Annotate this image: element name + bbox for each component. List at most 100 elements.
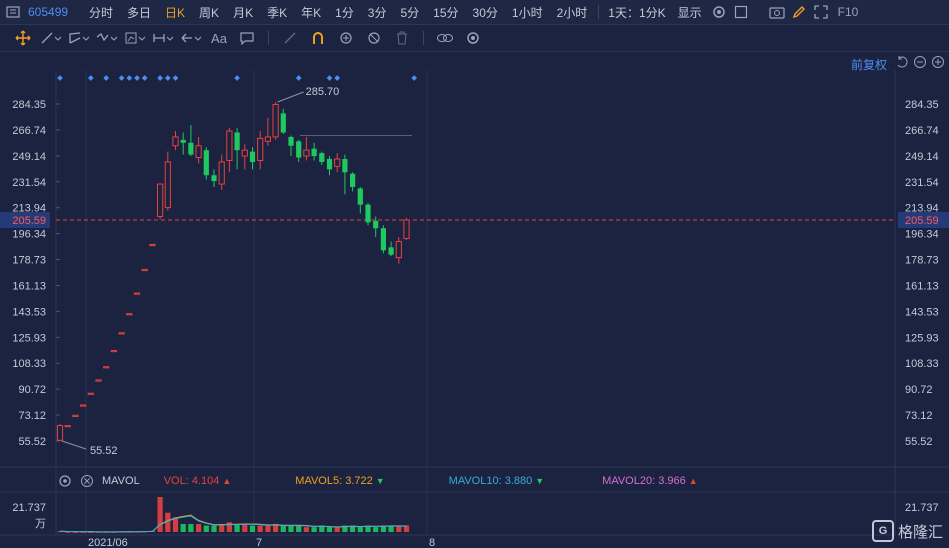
volume-bar — [196, 523, 202, 532]
volume-bar — [172, 517, 179, 532]
period-tab-9[interactable]: 5分 — [400, 5, 420, 20]
period-tab-5[interactable]: 季K — [267, 5, 288, 20]
volume-bar — [219, 523, 225, 532]
hide-draw-icon[interactable] — [363, 28, 385, 48]
volume-bar — [72, 531, 78, 533]
wave-tool-icon[interactable] — [96, 28, 118, 48]
event-marker — [157, 75, 163, 81]
event-marker — [87, 75, 94, 81]
display-dropdown[interactable]: 显示 — [677, 5, 702, 20]
low-price-label: 55.52 — [90, 445, 118, 457]
period-tab-7[interactable]: 1分 — [335, 5, 354, 20]
candle-body — [180, 139, 186, 143]
event-marker — [295, 75, 302, 81]
event-marker — [411, 75, 418, 81]
candle-body — [388, 247, 394, 255]
price-label-right: 249.14 — [905, 151, 939, 163]
candle-body — [95, 379, 102, 382]
volume-bar — [226, 522, 232, 532]
period-tab-6[interactable]: 年K — [301, 5, 322, 20]
volume-bar — [342, 525, 348, 532]
multi-period-dropdown[interactable]: 1天：1分K — [608, 5, 666, 20]
comment-icon[interactable] — [236, 28, 258, 48]
range-tool-icon[interactable] — [152, 28, 174, 48]
candle-body — [249, 151, 256, 162]
period-tab-2[interactable]: 日K — [165, 5, 186, 20]
volume-bar — [403, 525, 410, 532]
draw-pen-icon[interactable] — [789, 2, 809, 22]
period-tab-4[interactable]: 月K — [233, 5, 254, 20]
event-marker — [126, 75, 133, 81]
price-label-left: 143.53 — [12, 306, 46, 318]
drawing-toolbar: Aa — [0, 25, 949, 52]
volume-bar — [380, 525, 386, 532]
price-label-right: 55.52 — [905, 436, 933, 448]
adjust-dropdown[interactable]: 前复权 — [850, 58, 887, 72]
arrow-tool-icon[interactable] — [180, 28, 202, 48]
camera-icon[interactable] — [767, 2, 787, 22]
candle-body — [133, 292, 141, 295]
candle-body — [103, 366, 110, 369]
time-axis-label: 8 — [429, 537, 435, 548]
volume-axis-max-right: 21.737 — [905, 502, 939, 514]
draw-settings-icon[interactable] — [462, 28, 484, 48]
volume-bar — [334, 527, 340, 532]
indicator-name[interactable]: MAVOL — [102, 475, 140, 487]
volume-bar — [273, 523, 279, 532]
gelonghui-logo-icon: G — [871, 520, 894, 542]
price-label-right: 284.35 — [905, 99, 939, 111]
candle-body — [149, 243, 156, 247]
candle-body — [141, 268, 148, 272]
event-marker — [57, 75, 63, 81]
volume-bar — [234, 523, 240, 532]
volume-bar — [57, 531, 63, 533]
channel-tool-icon[interactable] — [68, 28, 90, 48]
zoom-out-icon[interactable] — [913, 55, 927, 69]
mavol5-value: MAVOL5: 3.722 — [295, 475, 373, 487]
period-tab-12[interactable]: 1小时 — [511, 5, 543, 20]
period-tab-0[interactable]: 分时 — [89, 5, 114, 20]
price-label-right: 196.34 — [905, 229, 939, 241]
period-tab-13[interactable]: 2小时 — [556, 5, 588, 20]
period-tab-11[interactable]: 30分 — [472, 5, 498, 20]
low-leader-line — [61, 440, 87, 450]
event-marker — [234, 75, 240, 81]
period-tab-1[interactable]: 多日 — [127, 5, 152, 20]
separator — [423, 31, 424, 45]
layout-checkbox-icon[interactable] — [731, 2, 751, 22]
link-icon[interactable] — [434, 28, 456, 48]
settings-icon[interactable] — [709, 2, 729, 22]
trash-icon[interactable] — [391, 28, 413, 48]
volume-bar — [103, 531, 109, 533]
text-tool[interactable]: Aa — [211, 30, 227, 46]
price-label-right: 213.94 — [905, 203, 939, 215]
high-leader-line — [277, 91, 304, 103]
undo-icon[interactable] — [895, 55, 909, 69]
stock-code[interactable]: 605499 — [28, 5, 69, 19]
event-marker — [164, 75, 171, 81]
candle-body — [234, 132, 240, 151]
stock-list-icon[interactable] — [6, 5, 20, 19]
indicator-settings-icon[interactable] — [58, 474, 72, 488]
lock-draw-icon[interactable] — [335, 28, 357, 48]
f10-button[interactable]: F10 — [837, 5, 859, 19]
move-cross-icon[interactable] — [12, 28, 34, 48]
indicator-close-icon[interactable] — [80, 474, 94, 488]
magnet-icon[interactable] — [307, 28, 329, 48]
candle-body — [257, 137, 264, 161]
period-tab-3[interactable]: 周K — [199, 5, 220, 20]
period-tabs: 分时 多日 日K 周K 月K 季K 年K 1分 3分 5分 15分 30分 1小时 2小时 — [82, 4, 594, 21]
fullscreen-icon[interactable] — [811, 2, 831, 22]
line-tool-icon[interactable] — [40, 28, 62, 48]
candle-body — [319, 153, 325, 162]
candle-body — [110, 349, 118, 353]
period-tab-8[interactable]: 3分 — [367, 5, 387, 20]
fib-tool-icon[interactable] — [124, 28, 146, 48]
volume-bar — [280, 525, 286, 532]
zoom-in-icon[interactable] — [931, 55, 945, 69]
mavol20-value: MAVOL20: 3.966 — [602, 475, 686, 487]
period-tab-10[interactable]: 15分 — [433, 5, 459, 20]
volume-bar — [88, 531, 94, 533]
ruler-icon[interactable] — [279, 28, 301, 48]
